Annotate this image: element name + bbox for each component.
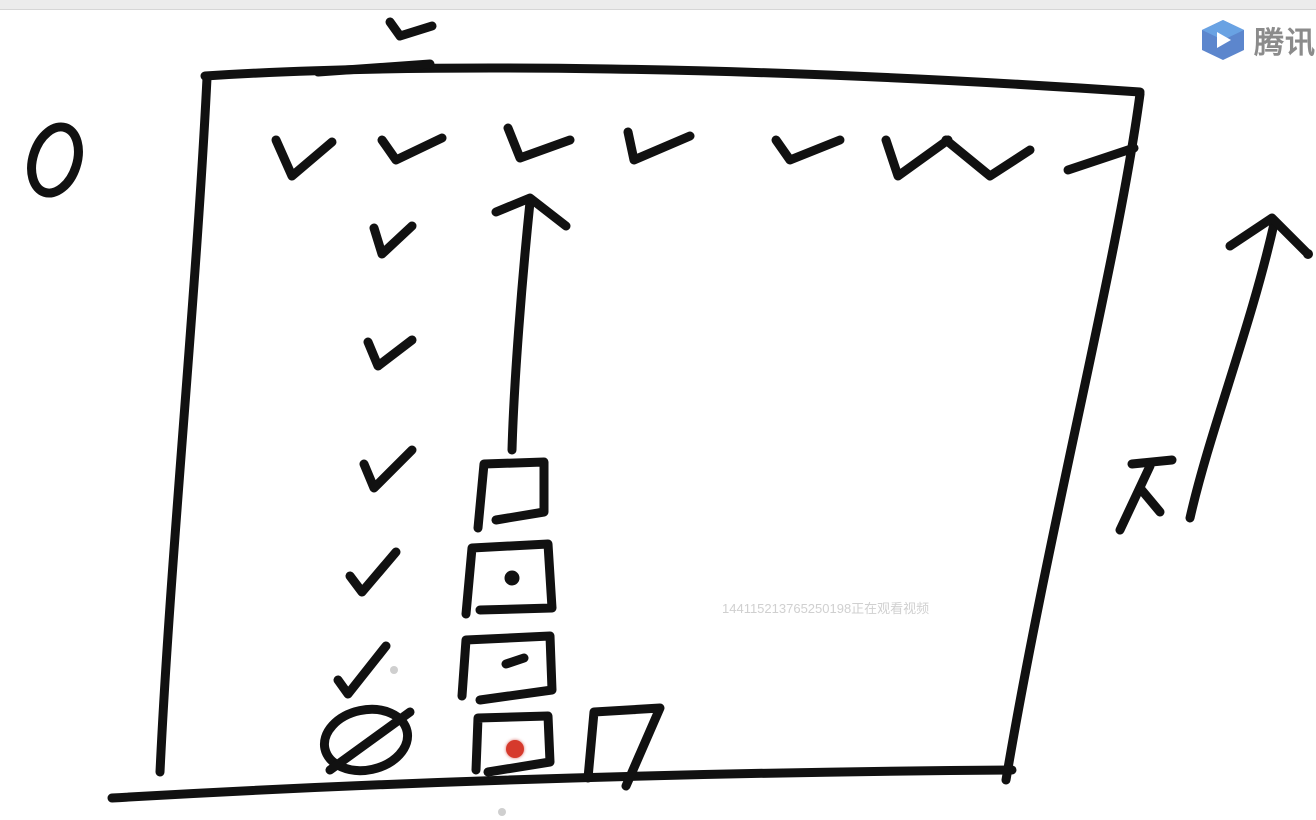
- faint-dot: [390, 666, 398, 674]
- glyph-box-3-dot: [501, 653, 529, 669]
- logo-text: 腾讯: [1254, 26, 1316, 61]
- check-row-3: [503, 123, 575, 163]
- tencent-classroom-play-icon: [1202, 20, 1244, 60]
- board-left-edge: [155, 73, 212, 777]
- check-col-1: [369, 221, 417, 259]
- check-row-4: [623, 127, 695, 165]
- glyph-box-3: [457, 631, 557, 705]
- board-top-edge: [200, 63, 1145, 97]
- slashed-zero-slash: [325, 707, 415, 775]
- glyph-box-2: [461, 539, 557, 619]
- top-edge-stroke: [313, 59, 435, 77]
- inner-arrow-head: [491, 193, 571, 231]
- right-char-dot: [1135, 483, 1165, 517]
- whiteboard-canvas[interactable]: [0, 9, 1316, 820]
- top-tick-mark: [385, 17, 437, 41]
- check-row-7: [941, 135, 1035, 181]
- ink-dot: [1303, 249, 1313, 259]
- glyph-box-1: [473, 457, 549, 533]
- right-char-stem: [1115, 461, 1155, 535]
- slashed-zero: [319, 704, 413, 776]
- inner-arrow-shaft: [507, 197, 535, 455]
- check-col-2: [363, 335, 417, 371]
- viewer-watermark: 144115213765250198正在观看视频: [722, 601, 930, 616]
- board-bottom-edge: [107, 765, 1017, 803]
- zero-label-left: [27, 122, 83, 198]
- glyph-box-4: [471, 711, 555, 777]
- glyph-box-5: [583, 703, 665, 791]
- board-right-edge: [1001, 89, 1145, 785]
- check-col-4: [345, 547, 401, 597]
- tencent-classroom-logo: 腾讯: [1198, 18, 1316, 62]
- pen-cursor-icon: [506, 740, 524, 758]
- check-col-3: [359, 445, 417, 493]
- check-row-1: [271, 135, 337, 181]
- outer-arrow-shaft: [1185, 219, 1279, 523]
- check-row-5: [771, 135, 845, 165]
- check-row-2: [377, 133, 447, 165]
- faint-dot: [498, 808, 506, 816]
- glyph-box-2-dot: [504, 570, 520, 586]
- outer-arrow-head: [1225, 213, 1311, 257]
- window-title-bar: [0, 0, 1316, 10]
- check-row-8: [1063, 143, 1139, 175]
- check-row-6: [881, 135, 953, 181]
- check-col-5: [333, 641, 391, 699]
